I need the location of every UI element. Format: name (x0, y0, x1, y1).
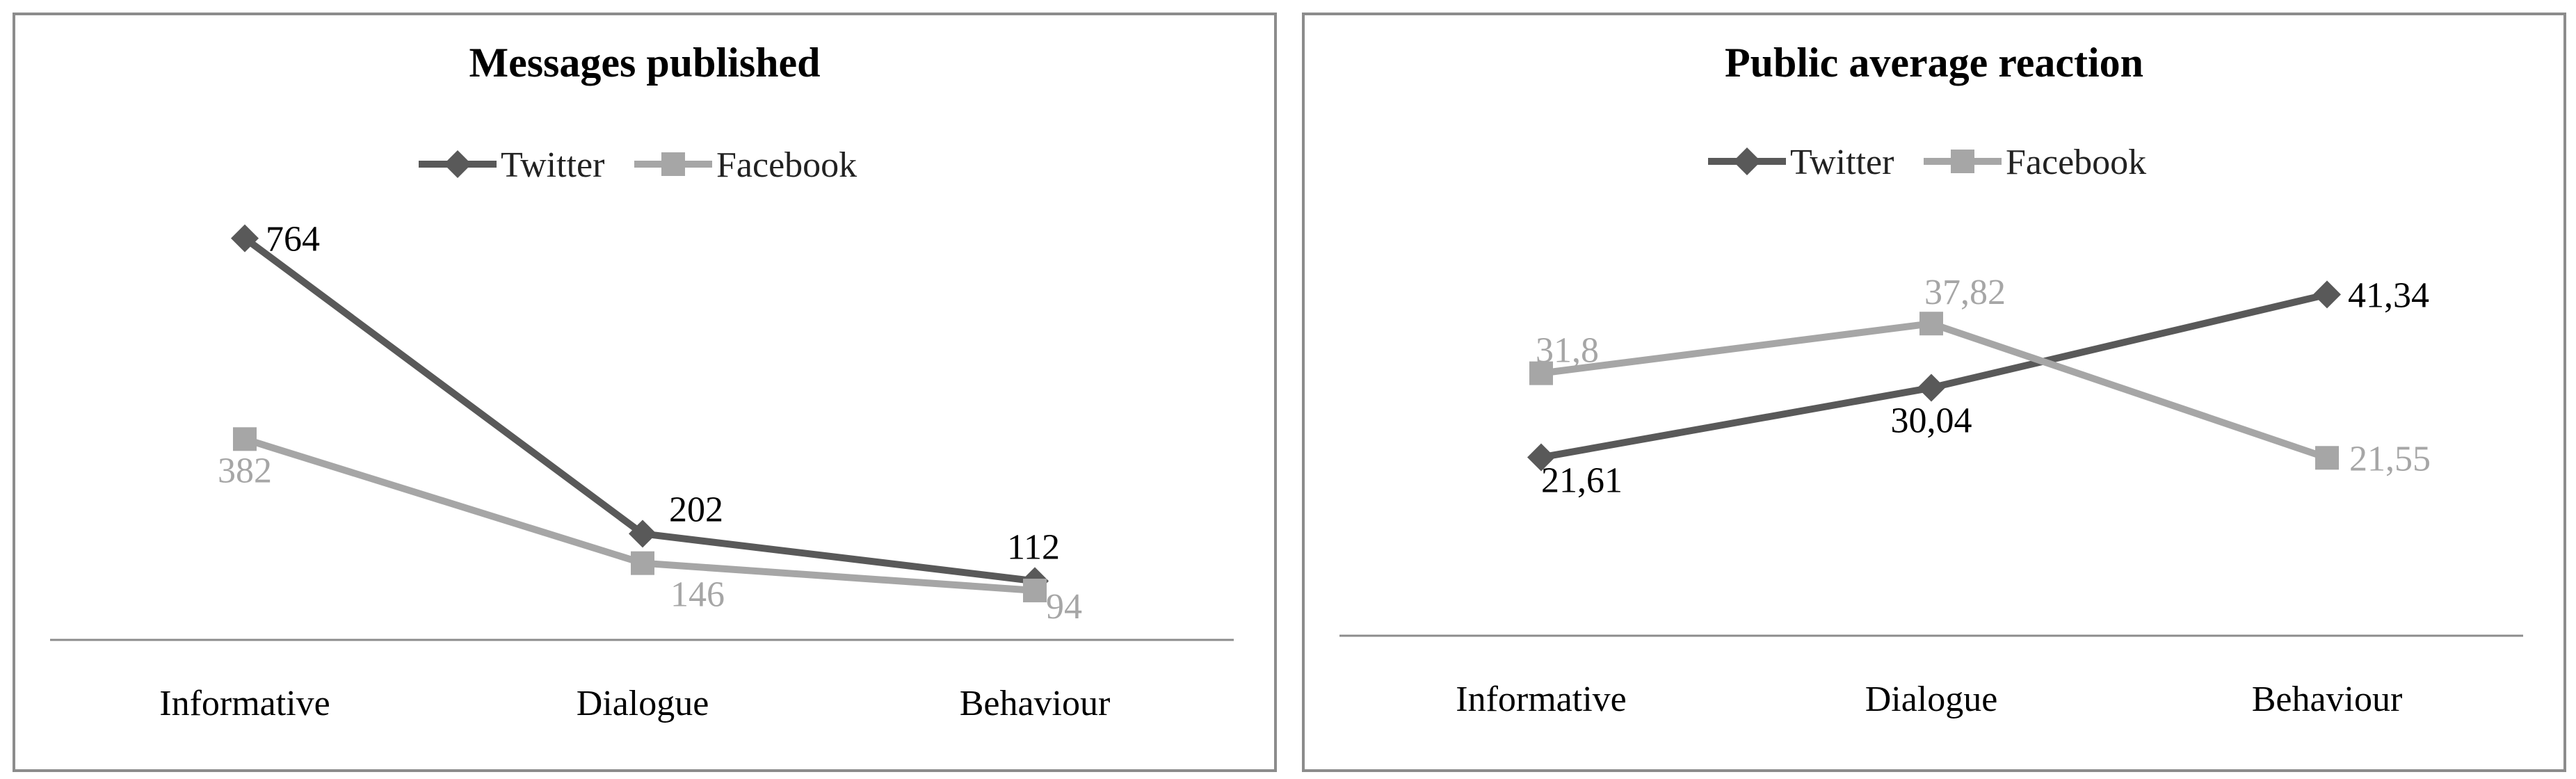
chart-public-average-reaction: Public average reaction Twitter Facebook In… (1339, 40, 2523, 719)
x-tick-label-informative: Informative (1456, 680, 1626, 719)
legend-label-twitter: Twitter (501, 145, 604, 185)
chart-panel-messages-published: Messages published Twitter Facebook Informa… (13, 13, 1277, 772)
data-label-facebook-behaviour: 21,55 (2349, 439, 2431, 479)
data-label-twitter-dialogue: 30,04 (1891, 401, 1972, 441)
data-label-facebook-behaviour: 94 (1046, 587, 1082, 627)
data-label-facebook-dialogue: 37,82 (1924, 273, 2006, 312)
legend-item-facebook: Facebook (634, 145, 857, 185)
legend: Twitter Facebook (1708, 143, 2146, 182)
data-label-facebook-dialogue: 146 (670, 575, 725, 615)
data-point-facebook-informative (1529, 361, 1553, 385)
x-tick-label-behaviour: Behaviour (960, 684, 1111, 723)
series-twitter (231, 224, 1049, 595)
legend-item-twitter: Twitter (1708, 143, 1894, 182)
data-point-facebook-dialogue (631, 551, 654, 575)
chart-title: Public average reaction (1725, 40, 2143, 86)
legend-marker-facebook (1951, 150, 1974, 173)
data-point-facebook-dialogue (1919, 312, 1943, 336)
data-point-twitter-dialogue (629, 520, 657, 548)
data-point-twitter-informative (231, 224, 259, 252)
chart-panel-public-average-reaction: Public average reaction Twitter Facebook In… (1302, 13, 2566, 772)
data-label-twitter-behaviour: 41,34 (2348, 275, 2429, 315)
legend-item-twitter: Twitter (419, 145, 604, 185)
data-label-twitter-informative: 21,61 (1541, 461, 1623, 501)
legend-item-facebook: Facebook (1924, 143, 2146, 182)
legend-marker-twitter (1733, 147, 1761, 175)
legend-marker-twitter (444, 150, 472, 178)
data-label-twitter-behaviour: 112 (1007, 527, 1060, 567)
data-label-twitter-informative: 764 (266, 220, 320, 259)
data-label-facebook-informative: 31,8 (1536, 331, 1599, 371)
legend-label-facebook: Facebook (2006, 143, 2146, 182)
data-point-facebook-behaviour (2315, 446, 2339, 470)
data-label-twitter-dialogue: 202 (669, 490, 723, 529)
legend: Twitter Facebook (419, 145, 857, 185)
series-facebook (1529, 312, 2339, 470)
chart-messages-published: Messages published Twitter Facebook Informa… (50, 40, 1234, 723)
legend-label-twitter: Twitter (1790, 143, 1894, 182)
x-tick-label-dialogue: Dialogue (1865, 680, 1998, 719)
chart-title: Messages published (469, 40, 820, 86)
x-tick-label-informative: Informative (159, 684, 330, 723)
data-point-twitter-behaviour (2313, 280, 2341, 309)
data-label-facebook-informative: 382 (218, 451, 272, 490)
data-point-twitter-informative (1527, 443, 1555, 472)
data-point-twitter-dialogue (1917, 374, 1945, 402)
legend-label-facebook: Facebook (716, 145, 857, 185)
x-tick-label-dialogue: Dialogue (577, 684, 709, 723)
legend-marker-facebook (661, 152, 685, 176)
data-point-facebook-behaviour (1023, 578, 1047, 602)
x-tick-label-behaviour: Behaviour (2252, 680, 2403, 719)
series-facebook (233, 427, 1047, 602)
data-point-facebook-informative (233, 427, 257, 451)
series-twitter (1527, 280, 2341, 472)
